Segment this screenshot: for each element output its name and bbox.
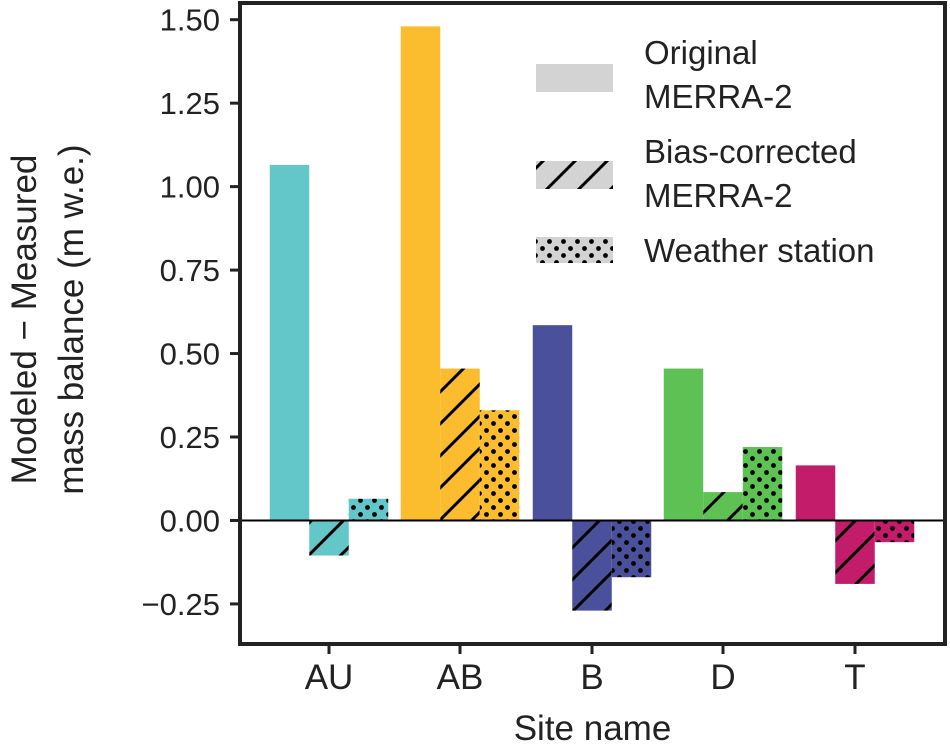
x-axis-title: Site name — [514, 709, 672, 747]
bar-b-hatch — [572, 520, 612, 611]
legend-label: Original — [644, 34, 758, 71]
bar-b-dots — [611, 520, 652, 578]
legend-label: MERRA-2 — [644, 177, 793, 214]
y-axis: −0.25 0.00 0.25 0.50 0.75 1.00 1.25 1.50 — [142, 3, 240, 622]
bar-t-hatch — [835, 520, 875, 584]
legend-swatch-dots — [536, 237, 613, 263]
bar-t-solid — [795, 465, 836, 521]
x-tick-label: T — [844, 658, 865, 697]
x-tick-label: AB — [437, 658, 484, 697]
y-tick-label: 1.50 — [160, 3, 220, 38]
y-axis-title: Modeled − Measured mass balance (m w.e.) — [5, 144, 91, 494]
y-tick-label: 1.00 — [160, 170, 220, 205]
legend-label: MERRA-2 — [644, 78, 793, 115]
y-tick-label: 0.75 — [160, 253, 220, 288]
legend-label: Weather station — [644, 232, 875, 269]
y-tick-label: 0.50 — [160, 337, 220, 372]
x-tick-label: B — [580, 658, 603, 697]
bar-au-hatch — [309, 520, 349, 556]
bar-d-dots — [742, 447, 783, 521]
y-axis-title-line: mass balance (m w.e.) — [52, 144, 91, 494]
y-axis-title-line: Modeled − Measured — [5, 155, 44, 485]
x-tick-label: AU — [305, 658, 354, 697]
legend-swatch-solid — [536, 64, 613, 92]
bar-t-dots — [874, 520, 915, 543]
x-axis: AU AB B D T — [305, 644, 866, 697]
y-tick-label: 0.25 — [160, 420, 220, 455]
bar-au-dots — [348, 498, 389, 521]
bars-group — [269, 26, 915, 611]
legend-swatch-hatch — [536, 161, 613, 189]
y-tick-label: −0.25 — [142, 587, 220, 622]
bar-b-solid — [532, 325, 573, 521]
legend-label: Bias-corrected — [644, 133, 857, 170]
y-tick-label: 0.00 — [160, 503, 220, 538]
bar-ab-hatch — [440, 368, 480, 521]
bar-d-solid — [663, 368, 704, 521]
bar-ab-dots — [479, 410, 520, 521]
bar-d-hatch — [703, 492, 743, 521]
legend: Original MERRA-2 Bias-corrected MERRA-2 Weat… — [536, 34, 875, 269]
bar-au-solid — [269, 164, 310, 521]
bar-ab-solid — [400, 26, 441, 521]
y-tick-label: 1.25 — [160, 86, 220, 121]
x-tick-label: D — [710, 658, 735, 697]
